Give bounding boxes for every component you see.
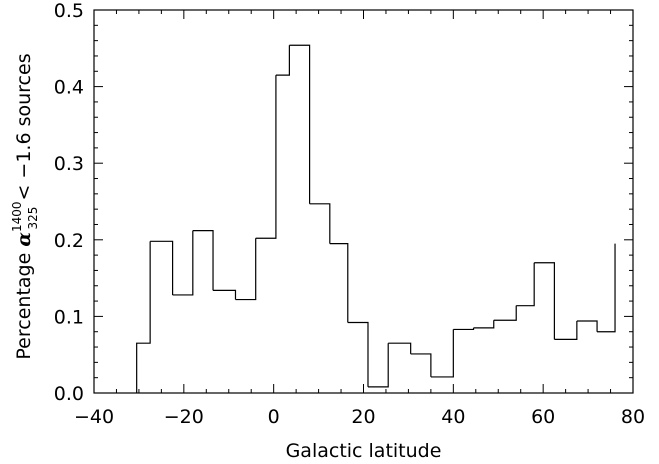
plot-border: [93, 9, 634, 394]
y-tick-label: 0.5: [54, 0, 84, 22]
x-tick-label: −40: [74, 406, 114, 428]
y-axis-title: Percentage α1400 325 < −1.6 sources: [10, 53, 40, 359]
histogram-bin: [473, 320, 495, 329]
x-tick-label: 0: [268, 406, 280, 428]
y-axis-title-suffix: < −1.6 sources: [13, 53, 35, 206]
histogram-bin: [576, 320, 598, 332]
histogram-bin: [493, 305, 517, 321]
histogram-bin: [235, 238, 257, 301]
histogram-bin: [534, 262, 555, 340]
y-tick-label: 0.0: [54, 383, 84, 405]
x-axis-title: Galactic latitude: [286, 440, 442, 462]
histogram-bin: [136, 241, 151, 393]
histogram-bin: [275, 45, 290, 76]
histogram-bin: [192, 230, 214, 291]
histogram-bin: [347, 321, 369, 387]
x-tick-label: 20: [351, 406, 375, 428]
histogram-bin: [367, 343, 389, 388]
histogram-bin: [172, 230, 194, 296]
x-axis-ticks: −40 −20 0 20 40 60 80: [74, 10, 645, 428]
histogram-bin: [554, 320, 578, 340]
x-tick-label: 40: [441, 406, 465, 428]
histogram-bin: [289, 44, 311, 204]
histogram-bin: [213, 289, 237, 300]
y-tick-label: 0.1: [54, 306, 84, 328]
x-tick-label: 60: [531, 406, 555, 428]
histogram-bin: [453, 327, 475, 331]
y-tick-label: 0.4: [54, 77, 84, 99]
plot-frame: [93, 9, 634, 394]
histogram-bin: [255, 75, 277, 239]
y-tick-label: 0.2: [54, 230, 84, 252]
histogram-bin: [430, 329, 454, 378]
histogram-bin: [329, 243, 349, 323]
histogram-series: [136, 44, 616, 393]
y-axis-ticks: 0.0 0.1 0.2 0.3 0.4 0.5: [54, 0, 633, 405]
y-axis-title-superscript: 1400: [10, 201, 24, 232]
histogram-bin: [150, 240, 174, 295]
y-tick-label: 0.3: [54, 153, 84, 175]
x-tick-label: −20: [164, 406, 204, 428]
x-tick-label: 80: [621, 406, 645, 428]
histogram-bin: [597, 243, 616, 333]
histogram-bin: [410, 353, 432, 377]
histogram-bin: [388, 342, 412, 354]
histogram-bin: [516, 262, 535, 307]
y-axis-title-subscript: 325: [26, 207, 40, 230]
y-axis-title-prefix: Percentage: [13, 247, 35, 360]
y-axis-title-symbol: α: [13, 232, 35, 247]
histogram-bin: [309, 203, 331, 244]
